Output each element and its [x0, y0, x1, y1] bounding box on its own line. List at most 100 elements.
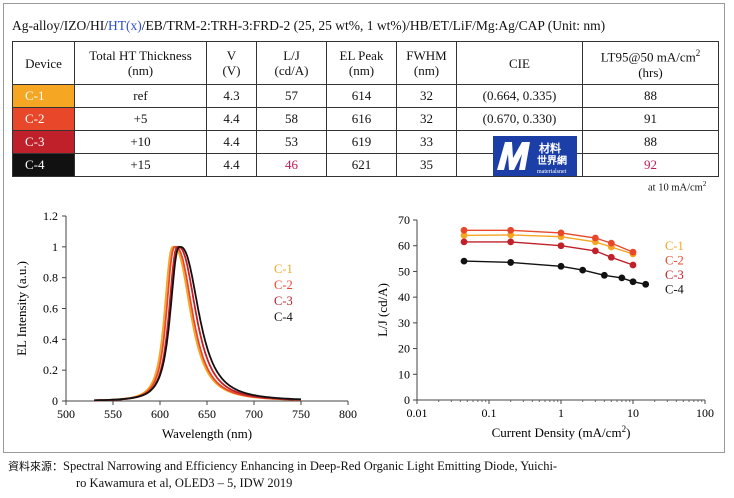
x-tick-label: 10: [627, 406, 639, 420]
svg-text:材料: 材料: [539, 141, 561, 155]
logo-mark-icon: 材料 世界網 materialsnet: [497, 141, 567, 175]
cell-el: 614: [326, 84, 397, 108]
x-tick-label: 100: [696, 406, 714, 420]
header-lt95: LT95@50 mA/cm2 (hrs): [582, 41, 719, 85]
y-tick-label: 0.6: [43, 302, 58, 316]
cell-el: 619: [326, 130, 397, 154]
cell-lj: 53: [256, 130, 327, 154]
efficiency-line-c-3: [464, 241, 634, 266]
data-point-c-2: [591, 234, 599, 242]
cell-cie: (0.670, 0.330): [456, 107, 583, 131]
legend-c-4: C-4: [274, 310, 294, 324]
cell-dev: C-2: [12, 107, 75, 131]
cell-lt: 88: [582, 130, 719, 154]
x-tick-label: 0.1: [482, 406, 497, 420]
legend-c-3: C-3: [665, 268, 684, 282]
y-tick-label: 60: [398, 239, 410, 253]
data-point-c-2: [629, 248, 637, 256]
cell-v: 4.4: [206, 153, 257, 177]
el-spectrum-chart: 500 550 600 650 700 750 800 0 0.2 0.4 0.6 0.8 1 1.2 Wa…: [14, 209, 357, 441]
data-point-c-4: [618, 274, 626, 282]
legend-c-1: C-1: [665, 239, 684, 253]
cell-el: 621: [326, 153, 397, 177]
header-voltage: V (V): [206, 41, 257, 85]
data-point-c-2: [507, 226, 515, 234]
cell-lj: 58: [256, 107, 327, 131]
efficiency-line-c-2: [464, 229, 634, 253]
data-point-c-4: [629, 278, 637, 286]
y-tick-label: 30: [398, 316, 410, 330]
source-citation: 資料來源：Spectral Narrowing and Efficiency E…: [8, 459, 558, 490]
data-point-c-3: [460, 238, 468, 246]
x-tick-label: 650: [198, 407, 216, 421]
data-point-c-2: [557, 229, 565, 237]
y-tick-label: 0.8: [43, 271, 58, 285]
cell-ht: +15: [74, 153, 207, 177]
legend-c-4: C-4: [665, 283, 685, 297]
legend-c-2: C-2: [274, 278, 293, 292]
spectrum-line-c-4: [94, 245, 301, 402]
device-performance-table: Device Total HT Thickness (nm) V (V) L/J (c…: [12, 41, 719, 177]
header-ht: Total HT Thickness (nm): [74, 41, 207, 85]
cell-dev: C-4: [12, 153, 75, 177]
header-fwhm: FWHM (nm): [396, 41, 457, 85]
y-tick-label: 10: [398, 367, 410, 381]
y-axis-label: L/J (cd/A): [375, 283, 390, 337]
x-tick-label: 600: [151, 407, 169, 421]
table-row: C-4 +15 4.4 46 621 35 92: [12, 153, 719, 177]
table-row: C-1 ref 4.3 57 614 32 (0.664, 0.335) 88: [12, 84, 719, 108]
data-point-c-3: [607, 253, 615, 261]
y-tick-label: 40: [398, 290, 410, 304]
y-axis-label: EL Intensity (a.u.): [14, 261, 29, 356]
x-tick-label: 700: [245, 407, 263, 421]
x-tick-label: 800: [339, 407, 357, 421]
figure-frame: [3, 3, 725, 453]
x-tick-label: 0.01: [407, 406, 428, 420]
header-device: Device: [12, 41, 75, 85]
y-tick-label: 20: [398, 342, 410, 356]
data-point-c-2: [607, 239, 615, 247]
cell-ht: +10: [74, 130, 207, 154]
x-tick-label: 500: [57, 407, 75, 421]
cell-el: 616: [326, 107, 397, 131]
cell-dev: C-1: [12, 84, 75, 108]
data-point-c-3: [507, 238, 515, 246]
x-tick-label: 1: [558, 406, 564, 420]
data-point-c-3: [591, 247, 599, 255]
cell-fwhm: 35: [396, 153, 457, 177]
cell-fwhm: 32: [396, 84, 457, 108]
cell-lj: 57: [256, 84, 327, 108]
legend-c-3: C-3: [274, 294, 293, 308]
y-tick-label: 1.2: [43, 209, 58, 223]
x-tick-label: 750: [292, 407, 310, 421]
svg-text:materialsnet: materialsnet: [537, 169, 567, 175]
efficiency-line-c-4: [463, 260, 646, 285]
cell-lt: 92: [582, 153, 719, 177]
data-point-c-4: [642, 280, 650, 288]
data-point-c-2: [460, 226, 468, 234]
data-point-c-3: [629, 261, 637, 269]
y-tick-label: 50: [398, 264, 410, 278]
y-tick-label: 70: [398, 213, 410, 227]
y-tick-label: 1: [52, 240, 58, 254]
materialsnet-logo: 材料 世界網 materialsnet: [493, 136, 577, 176]
data-point-c-4: [460, 257, 468, 265]
data-point-c-4: [557, 262, 565, 270]
cell-ht: +5: [74, 107, 207, 131]
data-point-c-4: [579, 266, 587, 274]
x-tick-label: 550: [104, 407, 122, 421]
table-row: C-2 +5 4.4 58 616 32 (0.670, 0.330) 91: [12, 107, 719, 131]
y-tick-label: 0: [52, 394, 58, 408]
header-cie: CIE: [456, 41, 583, 85]
efficiency-line-c-1: [463, 234, 634, 255]
measurement-note: at 10 mA/cm2: [648, 180, 707, 194]
data-point-c-4: [600, 271, 608, 279]
efficiency-chart: 0.01 0.1 1 10 100 0 10 20 30 40 50 60 70 Current Dens…: [375, 213, 714, 440]
cell-dev: C-3: [12, 130, 75, 154]
cell-v: 4.4: [206, 130, 257, 154]
y-tick-label: 0.2: [43, 363, 58, 377]
cell-lt: 88: [582, 84, 719, 108]
cell-fwhm: 33: [396, 130, 457, 154]
cell-v: 4.4: [206, 107, 257, 131]
svg-text:世界網: 世界網: [537, 154, 567, 167]
